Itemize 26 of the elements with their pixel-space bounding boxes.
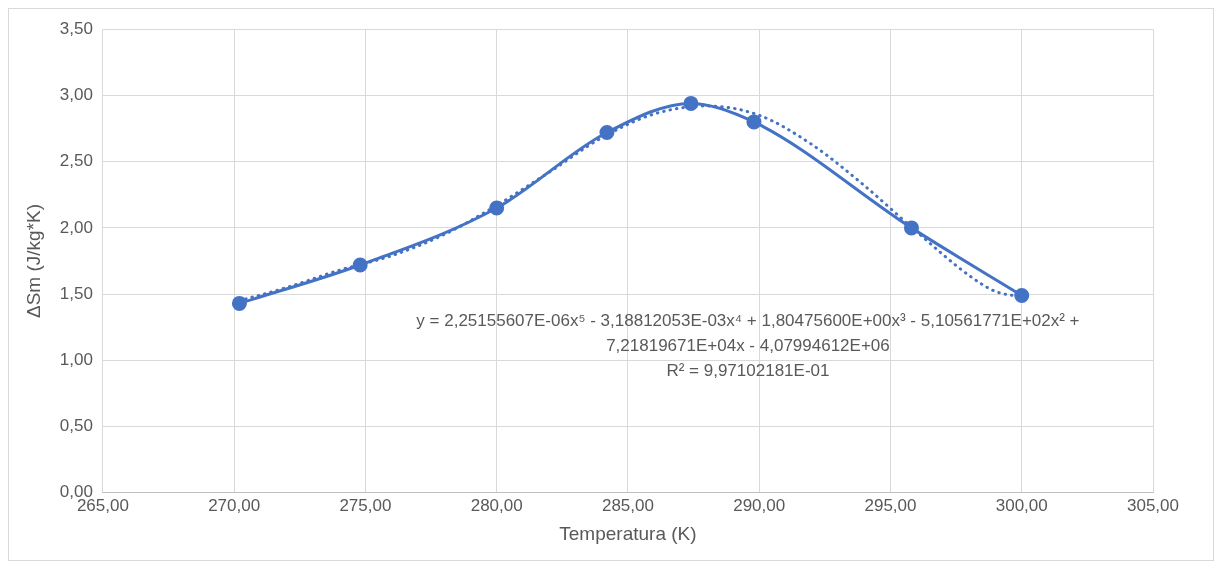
x-tick-label: 285,00 bbox=[601, 495, 654, 515]
point bbox=[599, 125, 615, 141]
point bbox=[1014, 287, 1030, 303]
y-tick-label: 3,50 bbox=[59, 18, 93, 38]
point bbox=[746, 114, 762, 130]
x-tick-label: 275,00 bbox=[339, 495, 392, 515]
x-tick-label: 295,00 bbox=[864, 495, 917, 515]
point bbox=[903, 220, 919, 236]
y-tick-label: 0,50 bbox=[59, 416, 93, 436]
y-tick-label: 2,50 bbox=[59, 151, 93, 171]
x-tick-label: 305,00 bbox=[1127, 495, 1179, 515]
y-tick-label: 1,50 bbox=[59, 283, 93, 303]
x-axis-title: Temperatura (K) bbox=[559, 522, 697, 544]
x-tick-label: 280,00 bbox=[470, 495, 523, 515]
annotation: y = 2,25155607E-06x⁵ - 3,18812053E-03x⁴ + 1,80475600E+00x³ - 5,10561771E+02x² + 7,21819671E+04x - 4,07994612E+06 R² = 9,97102181E-01 bbox=[416, 310, 1080, 380]
point bbox=[683, 95, 699, 111]
y-tick-label: 3,00 bbox=[59, 85, 93, 105]
x-tick-label: 300,00 bbox=[995, 495, 1048, 515]
y-axis-title: ΔSm (J/kg*K) bbox=[22, 203, 44, 319]
point bbox=[231, 295, 247, 311]
y-tick-label: 1,00 bbox=[59, 350, 93, 370]
point bbox=[352, 257, 368, 273]
y-tick-label: 2,00 bbox=[59, 217, 93, 237]
point bbox=[489, 200, 505, 216]
x-tick-label: 290,00 bbox=[733, 495, 786, 515]
x-tick-label: 270,00 bbox=[208, 495, 261, 515]
